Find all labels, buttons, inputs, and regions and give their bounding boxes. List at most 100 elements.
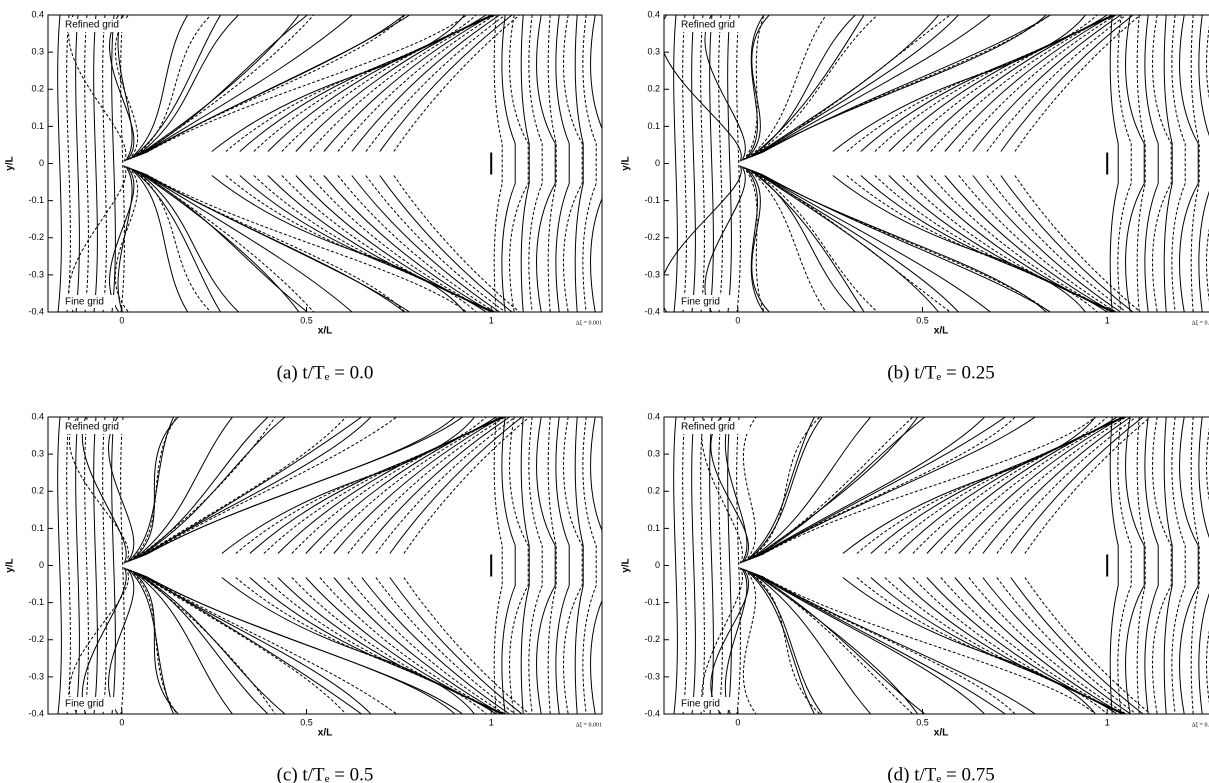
- contour-line: [832, 175, 1087, 312]
- contour-line: [305, 577, 504, 714]
- annotation-bg: [63, 295, 115, 308]
- contour-line: [379, 175, 513, 312]
- contour-line: [75, 15, 80, 312]
- contour-line: [940, 417, 1124, 554]
- annotation-bg: [63, 697, 115, 710]
- contour-line: [870, 417, 1118, 554]
- contour-line: [144, 173, 411, 312]
- x-tick-label: 1: [1105, 717, 1110, 727]
- contour-line: [1206, 25, 1209, 302]
- contour-line: [281, 175, 496, 312]
- panel: -0.4 -0.3 -0.2 -0.1 0 0.1 0.2 0.3 0.4 0 0.5 1 x/L y/L…: [621, 411, 1209, 783]
- contour-line: [138, 573, 347, 714]
- contour-line: [1010, 577, 1144, 714]
- contour-line: [547, 417, 557, 714]
- contour-line: [751, 571, 919, 714]
- contour-line: [146, 174, 468, 312]
- contour-line: [1179, 15, 1199, 312]
- contour-line: [347, 577, 507, 714]
- contour-line: [1010, 417, 1144, 554]
- contour-line: [916, 15, 1115, 152]
- contour-line: [747, 570, 823, 714]
- y-axis-label: y/L: [5, 558, 16, 572]
- contour-line: [944, 15, 1115, 152]
- y-tick-label: 0.3: [31, 449, 44, 459]
- contour-line: [141, 15, 406, 155]
- contour-line: [211, 175, 466, 312]
- y-tick-label: 0.3: [31, 47, 44, 57]
- contour-line: [263, 417, 504, 554]
- annotation-bg: [679, 697, 731, 710]
- contour-line: [1198, 417, 1209, 714]
- contour-line: [748, 570, 821, 714]
- contour-line: [754, 15, 960, 156]
- contour-line: [146, 576, 464, 714]
- contour-line: [323, 15, 494, 152]
- contour-line: [132, 168, 212, 312]
- contour-line: [137, 15, 315, 157]
- y-tick-label: 0.1: [647, 523, 660, 533]
- contour-line: [757, 574, 1016, 714]
- contour-line: [1179, 417, 1199, 714]
- contour-line: [144, 417, 456, 556]
- contour-line: [291, 577, 506, 714]
- contour-line: [756, 15, 952, 156]
- contour-line: [1000, 175, 1134, 312]
- contour-line: [323, 175, 494, 312]
- contours: [57, 15, 602, 312]
- contour-line: [1163, 417, 1173, 714]
- contour-line: [742, 568, 757, 714]
- contour-line: [84, 15, 89, 312]
- contour-line: [1171, 15, 1186, 312]
- contour-line: [972, 15, 1122, 152]
- contour-line: [141, 172, 406, 312]
- contour-line: [727, 417, 732, 714]
- contour-line: [555, 417, 570, 714]
- contour-line: [874, 15, 1115, 152]
- contour-line: [691, 417, 696, 714]
- y-tick-label: 0.1: [647, 121, 660, 131]
- contour-line: [742, 417, 757, 563]
- x-tick-label: 0: [119, 717, 124, 727]
- contour-line: [856, 417, 1108, 554]
- contour-line: [751, 169, 879, 312]
- note: Δξ = 0.001: [1192, 320, 1209, 326]
- contour-line: [520, 417, 530, 714]
- contour-line: [263, 577, 504, 714]
- contour-line: [137, 572, 286, 714]
- contour-line: [128, 417, 175, 563]
- contour-line: [582, 15, 597, 312]
- contour-line: [319, 577, 503, 714]
- y-tick-label: 0.3: [647, 47, 660, 57]
- contour-line: [709, 417, 714, 714]
- contour-line: [870, 577, 1118, 714]
- contour-line: [874, 175, 1115, 312]
- contour-line: [134, 169, 240, 312]
- contour-line: [718, 417, 723, 714]
- contour-line: [884, 577, 1125, 714]
- contour-line: [700, 15, 705, 312]
- contour-line: [745, 569, 815, 714]
- contour-line: [832, 15, 1087, 152]
- y-tick-label: 0.4: [647, 411, 660, 421]
- contour-line: [757, 15, 992, 155]
- y-tick-label: -0.2: [644, 232, 660, 242]
- contour-line: [249, 577, 497, 714]
- contour-line: [141, 417, 363, 557]
- contour-line: [745, 15, 771, 160]
- contour-line: [66, 15, 71, 312]
- contour-line: [682, 417, 687, 714]
- contour-line: [982, 417, 1132, 554]
- contour-line: [751, 417, 919, 560]
- contour-line: [138, 15, 309, 156]
- contour-line: [146, 15, 468, 153]
- contour-line: [239, 15, 487, 152]
- x-axis-label: x/L: [934, 326, 948, 337]
- contour-line: [760, 417, 1036, 556]
- contour-line: [93, 417, 98, 714]
- contour-line: [759, 417, 1007, 557]
- annotation-bg: [63, 421, 133, 434]
- y-tick-label: 0.3: [647, 449, 660, 459]
- y-tick-label: 0.2: [31, 486, 44, 496]
- contour-line: [379, 15, 513, 152]
